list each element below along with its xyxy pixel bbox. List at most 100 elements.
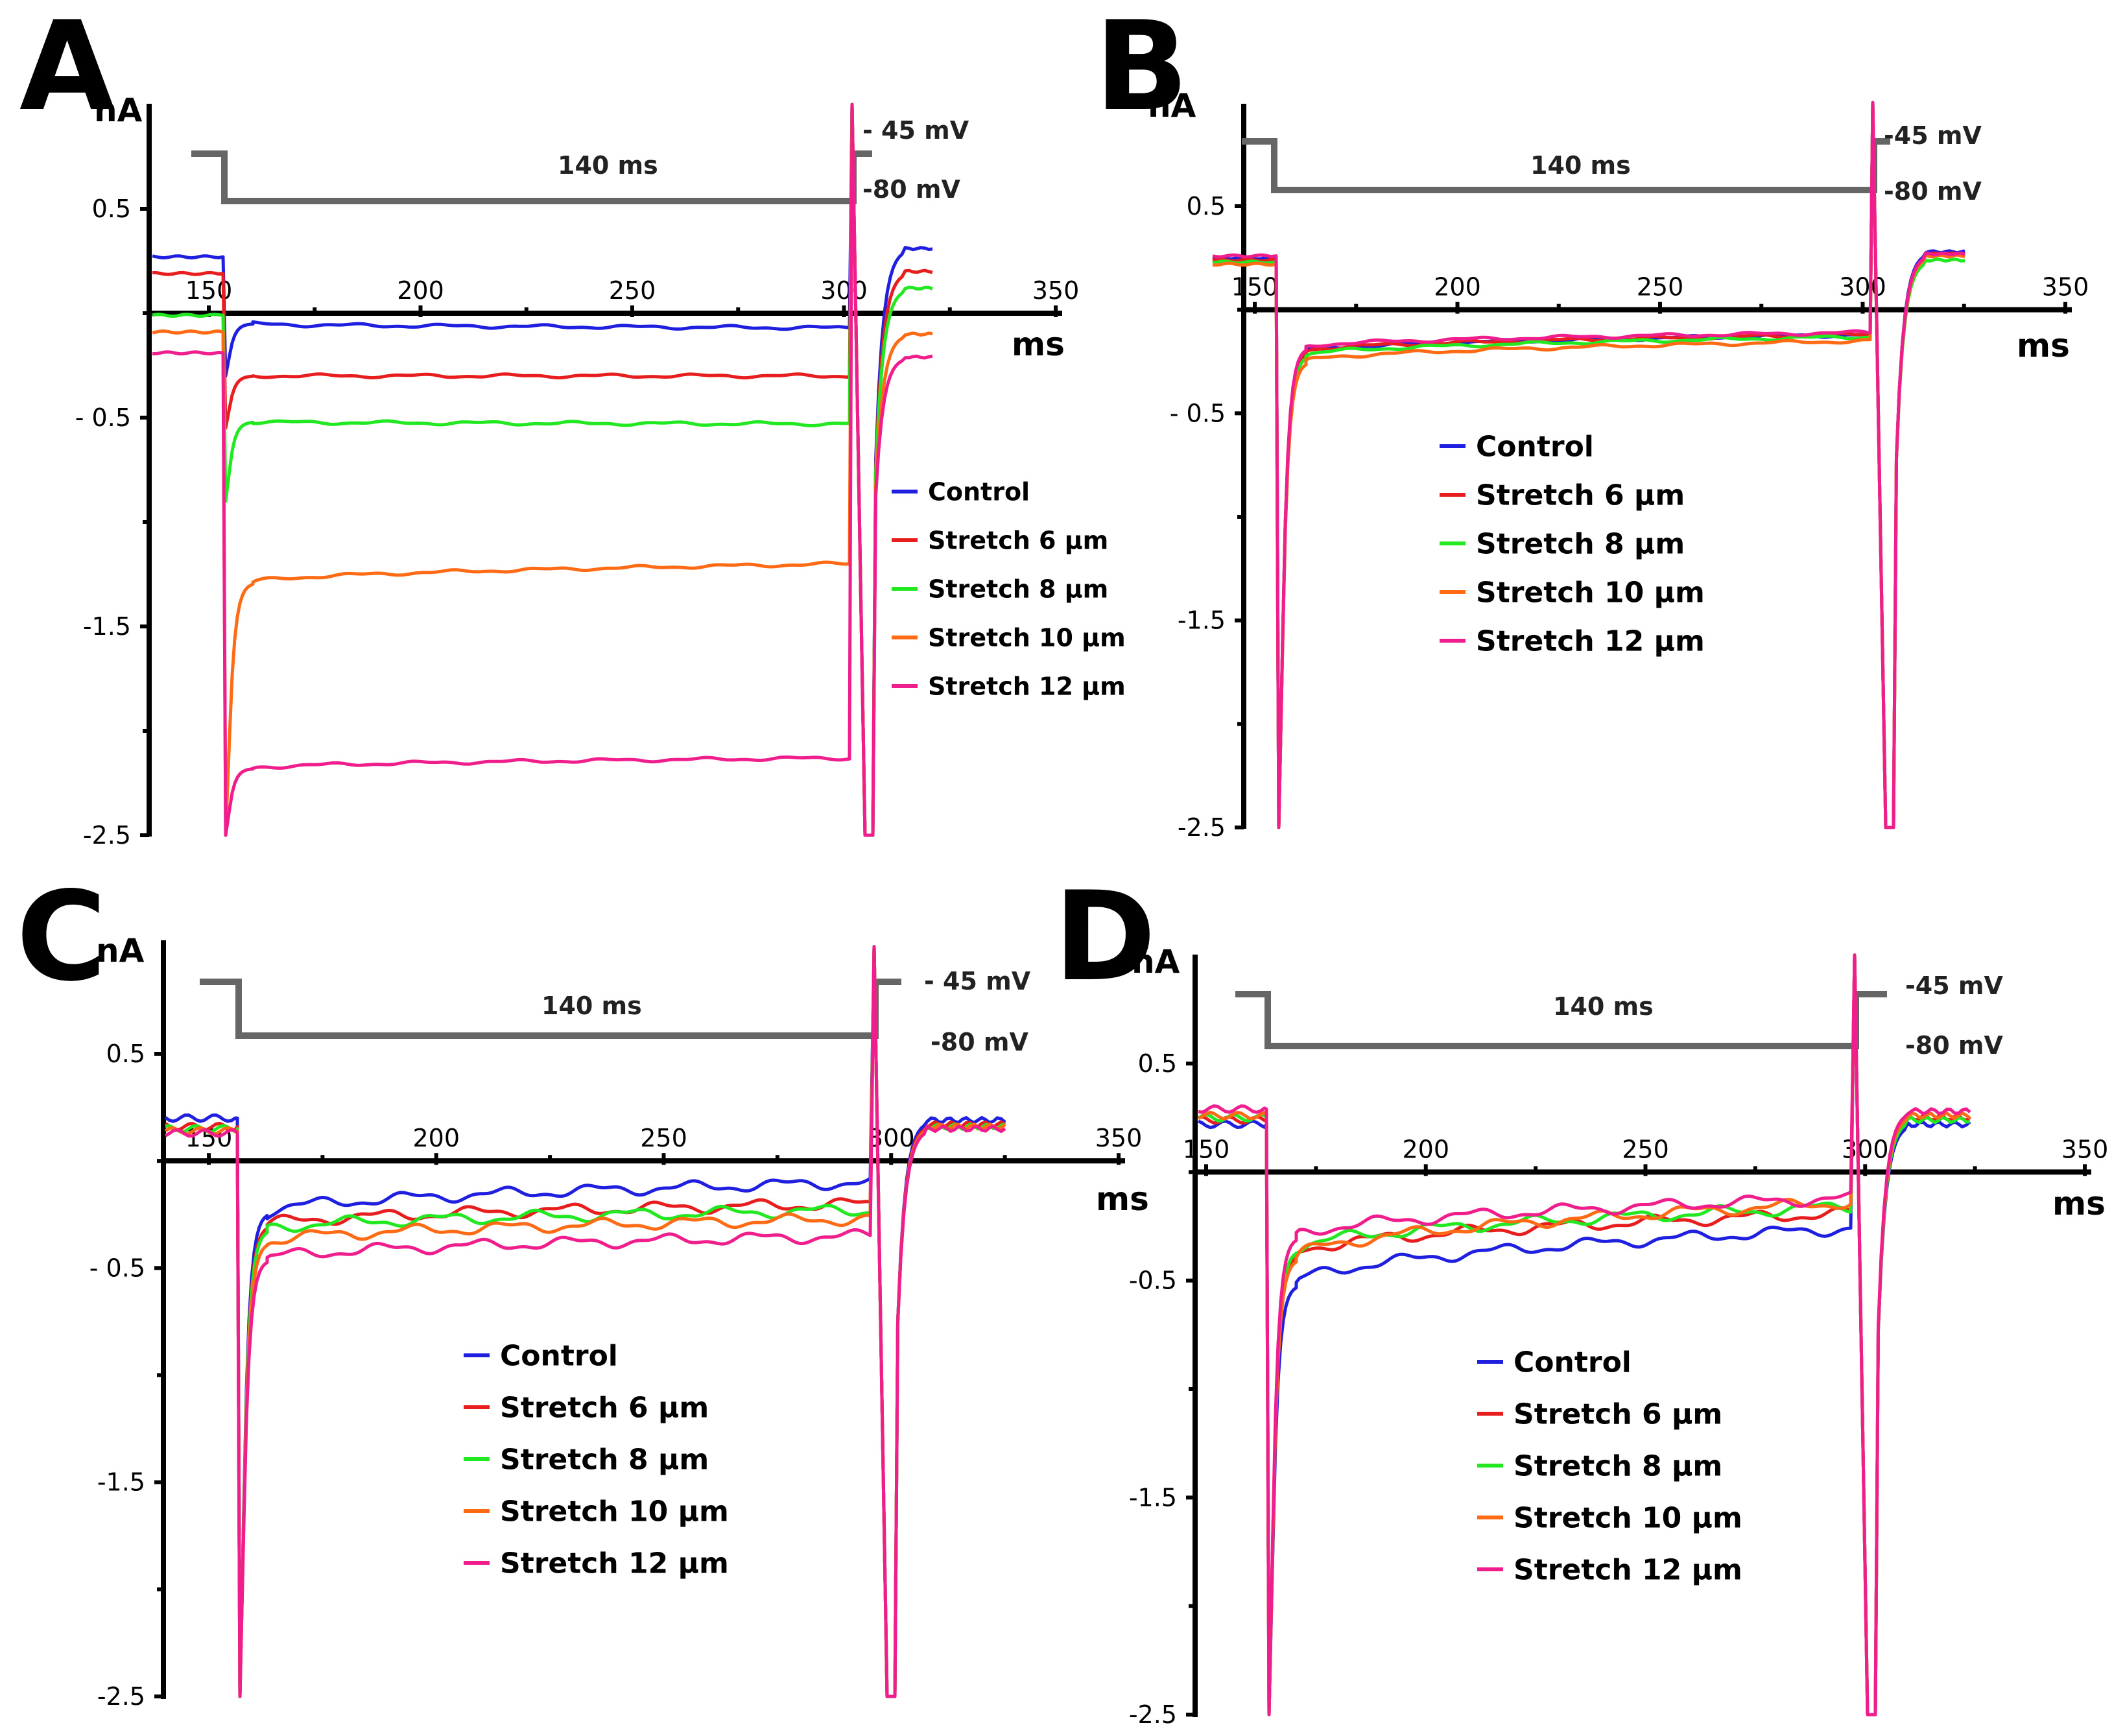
trace-line xyxy=(1197,953,1971,1717)
x-tick-label: 150 xyxy=(1183,1135,1230,1163)
legend-label: Stretch 10 μm xyxy=(500,1495,729,1528)
trace-line xyxy=(164,945,1006,1698)
legend-label: Stretch 6 μm xyxy=(1514,1397,1722,1431)
panel-letter: A xyxy=(19,0,115,138)
voltage-protocol xyxy=(191,150,872,204)
legend-label: Stretch 12 μm xyxy=(500,1547,729,1580)
y-axis-label: nA xyxy=(1132,943,1180,981)
panel-d: D 0.5 -0.5 -1.5 -2.5 150 200 250 300 350 nA ms 140 m… xyxy=(1054,865,2108,1729)
protocol-duration-label: 140 ms xyxy=(1530,151,1631,180)
trace-line xyxy=(1212,101,1965,829)
y-tick-label: 0.5 xyxy=(1138,1049,1177,1078)
y-tick-label: 0.5 xyxy=(1187,192,1226,220)
y-tick-label: -1.5 xyxy=(1129,1483,1177,1512)
panel-letter: C xyxy=(16,865,106,1008)
legend-label: Control xyxy=(1476,430,1594,463)
trace-line xyxy=(152,102,933,837)
y-axis-label: nA xyxy=(94,91,143,129)
x-tick-label: 350 xyxy=(1032,276,1080,305)
holding-potential-label: - 45 mV xyxy=(862,116,969,145)
x-tick-label: 200 xyxy=(1434,273,1481,302)
y-tick-label: - 0.5 xyxy=(75,403,131,432)
y-tick-label: -1.5 xyxy=(1178,606,1226,635)
legend-label: Stretch 12 μm xyxy=(1514,1553,1742,1586)
legend-label: Control xyxy=(1514,1346,1632,1379)
legend-label: Stretch 8 μm xyxy=(1476,527,1685,560)
x-tick-label: 300 xyxy=(1839,273,1886,302)
x-tick-label: 250 xyxy=(1637,273,1684,302)
legend-label: Stretch 6 μm xyxy=(1476,479,1685,512)
step-potential-label: -80 mV xyxy=(862,175,960,204)
x-axis-label: ms xyxy=(2017,327,2070,364)
panel-letter: B xyxy=(1095,0,1189,138)
x-axis-label: ms xyxy=(1012,326,1065,363)
x-tick-label: 200 xyxy=(412,1124,460,1152)
legend-label: Stretch 8 μm xyxy=(500,1443,709,1476)
legend-label: Stretch 8 μm xyxy=(1514,1449,1722,1482)
protocol-duration-label: 140 ms xyxy=(541,992,642,1020)
holding-potential-label: -45 mV xyxy=(1905,971,2003,1000)
y-axis-label: nA xyxy=(1148,87,1196,125)
y-tick-label: - 0.5 xyxy=(89,1254,145,1282)
panel-b: B 0.5 - 0.5 -1.5 -2.5 150 200 250 300 350 nA ms 140 … xyxy=(1095,0,2089,842)
y-tick-label: -2.5 xyxy=(97,1682,145,1711)
holding-potential-label: - 45 mV xyxy=(924,967,1031,995)
y-tick-label: -0.5 xyxy=(1129,1266,1177,1295)
trace-line xyxy=(164,945,1006,1698)
y-tick-label: 0.5 xyxy=(92,195,131,223)
legend-label: Control xyxy=(500,1339,618,1372)
legend-label: Stretch 10 μm xyxy=(1476,576,1705,609)
legend-label: Stretch 6 μm xyxy=(928,526,1108,554)
step-potential-label: -80 mV xyxy=(1905,1031,2003,1060)
trace-line xyxy=(1212,101,1965,829)
x-tick-label: 200 xyxy=(397,276,444,305)
legend-label: Stretch 12 μm xyxy=(928,672,1126,700)
y-tick-label: -1.5 xyxy=(83,612,131,641)
trace-line xyxy=(1197,953,1971,1717)
legend-label: Stretch 10 μm xyxy=(1514,1501,1742,1534)
legend-label: Stretch 8 μm xyxy=(928,575,1108,603)
legend-label: Stretch 10 μm xyxy=(928,623,1126,652)
x-tick-label: 300 xyxy=(820,276,868,305)
x-tick-label: 300 xyxy=(1842,1135,1889,1163)
trace-line xyxy=(164,945,1006,1698)
trace-line xyxy=(1212,101,1965,829)
x-tick-label: 200 xyxy=(1402,1135,1449,1163)
trace-line xyxy=(1212,101,1965,829)
trace-line xyxy=(1197,953,1971,1717)
y-axis-label: nA xyxy=(96,932,145,969)
legend-label: Control xyxy=(928,477,1030,506)
x-tick-label: 150 xyxy=(1231,273,1279,302)
voltage-protocol xyxy=(1235,991,1887,1049)
step-potential-label: -80 mV xyxy=(1884,177,1982,206)
trace-line xyxy=(1198,953,1971,1717)
legend-label: Stretch 12 μm xyxy=(1476,624,1705,658)
trace-line xyxy=(152,102,933,837)
x-tick-label: 250 xyxy=(1622,1135,1669,1163)
y-tick-label: -2.5 xyxy=(1178,813,1226,842)
y-tick-label: -2.5 xyxy=(1129,1700,1177,1729)
x-tick-label: 300 xyxy=(868,1124,915,1152)
protocol-duration-label: 140 ms xyxy=(558,151,658,180)
legend-label: Stretch 6 μm xyxy=(500,1391,709,1424)
trace-line xyxy=(152,102,933,837)
step-potential-label: -80 mV xyxy=(931,1028,1028,1056)
x-axis-label: ms xyxy=(1096,1180,1149,1218)
trace-line xyxy=(164,945,1006,1698)
trace-line xyxy=(1212,101,1965,829)
y-tick-label: 0.5 xyxy=(106,1040,145,1068)
protocol-duration-label: 140 ms xyxy=(1553,992,1654,1021)
x-tick-label: 250 xyxy=(609,276,656,305)
x-tick-label: 350 xyxy=(2061,1135,2109,1163)
y-tick-label: -2.5 xyxy=(83,821,131,850)
x-tick-label: 350 xyxy=(2042,273,2089,302)
x-tick-label: 350 xyxy=(1095,1124,1143,1152)
trace-line xyxy=(152,102,933,837)
x-axis-label: ms xyxy=(2052,1185,2106,1222)
y-tick-label: - 0.5 xyxy=(1170,399,1226,427)
trace-line xyxy=(165,945,1006,1698)
y-tick-label: -1.5 xyxy=(97,1468,145,1497)
